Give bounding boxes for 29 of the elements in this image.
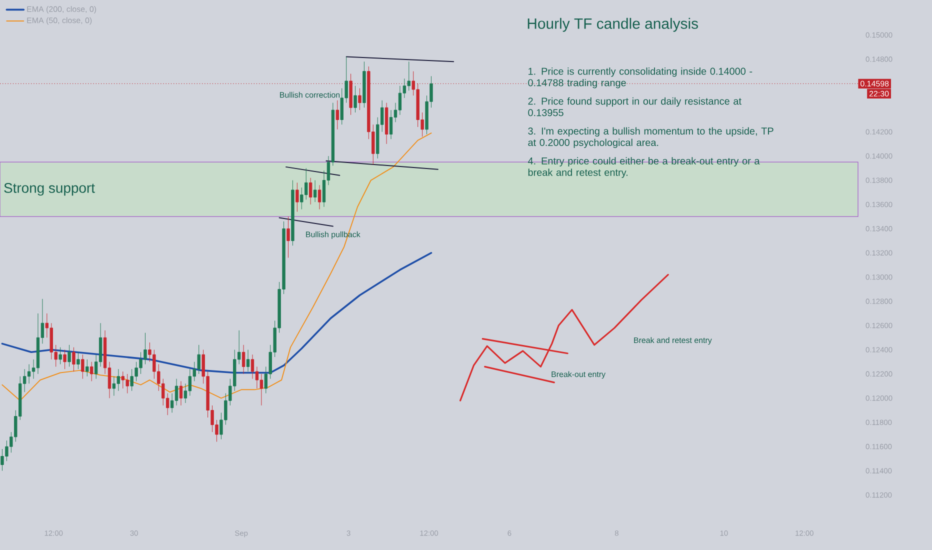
candlestick <box>72 347 76 372</box>
candlestick <box>76 352 80 370</box>
candlestick <box>81 354 84 380</box>
candlestick <box>358 88 362 110</box>
band-label: Strong support <box>4 183 95 196</box>
candlestick <box>308 178 312 205</box>
annotation: 2. Price found support in our daily resistance at 0.13955 <box>528 97 742 116</box>
candlestick <box>63 349 66 370</box>
candlestick <box>336 100 339 130</box>
candlestick <box>296 182 299 212</box>
candlestick <box>58 347 62 365</box>
chart-title: Hourly TF candle analysis <box>528 18 698 32</box>
candlestick <box>313 180 317 202</box>
candlestick <box>90 362 94 382</box>
candlestick <box>68 344 71 367</box>
candlestick <box>291 180 294 246</box>
annotation: 3. I'm expecting a bullish momentum to the upside, TP at 0.2000 psychological area. <box>528 127 774 148</box>
candlestick <box>179 380 183 406</box>
candlestick <box>318 184 322 210</box>
annotation: 1. Price is currently consolidating inside 0.14000 - 0.14788 trading range <box>528 68 752 88</box>
candlestick <box>354 86 357 113</box>
candlestick <box>86 359 89 377</box>
annotation: 4. Entry price could either be a break-out entry or a break and retest entry. <box>528 157 760 178</box>
candlestick <box>286 216 290 258</box>
candlestick <box>116 368 120 392</box>
candlestick <box>246 349 250 372</box>
candlestick <box>384 102 388 144</box>
candlestick <box>242 344 246 374</box>
candlestick <box>362 61 366 108</box>
